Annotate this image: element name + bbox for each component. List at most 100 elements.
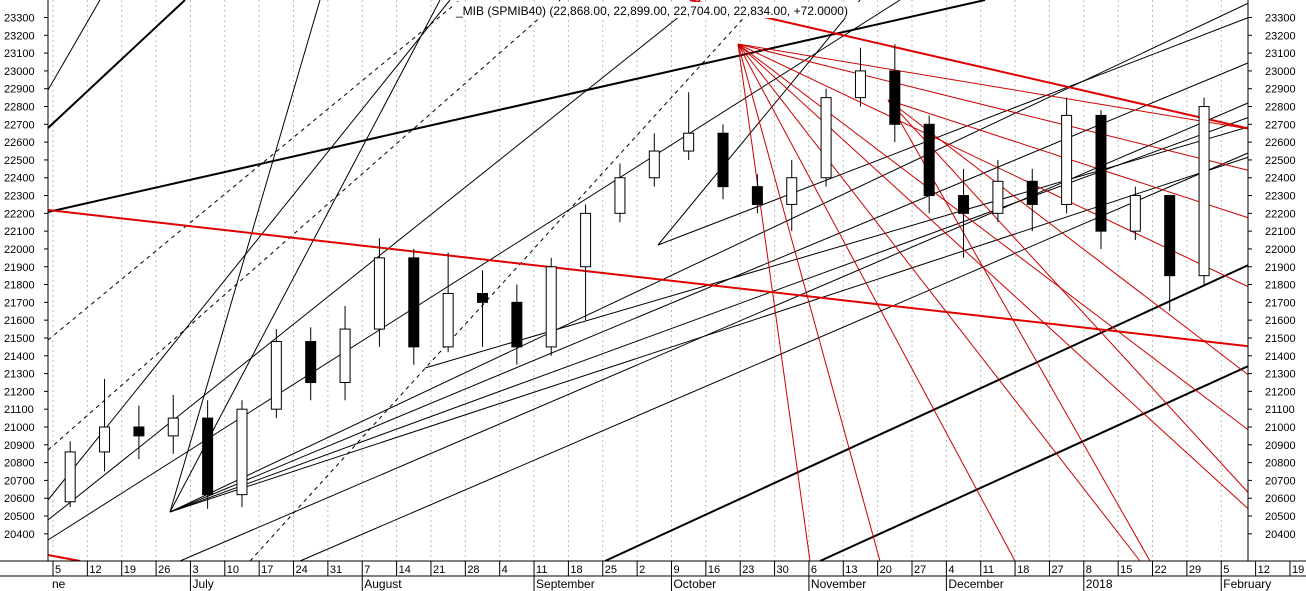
candle-body <box>1164 195 1176 277</box>
y-tick-label-right: 23200 <box>1265 30 1296 42</box>
fan-line <box>737 43 1256 131</box>
red-trend-line <box>47 554 81 562</box>
trend-line <box>47 0 451 501</box>
trend-line <box>169 114 1256 513</box>
trend-line <box>169 0 1256 513</box>
trend-line <box>169 0 441 513</box>
y-tick-label-right: 21500 <box>1265 333 1296 345</box>
x-tick-label: 22 <box>1155 564 1167 576</box>
x-tick-label: 12 <box>89 564 101 576</box>
x-month-label: July <box>192 577 213 591</box>
y-tick-label-right: 20600 <box>1265 493 1296 505</box>
candle-body <box>1129 195 1141 232</box>
y-tick-label-left: 21600 <box>4 315 35 327</box>
fan-line <box>737 43 881 562</box>
x-tick-label: 3 <box>192 564 198 576</box>
y-tick-label-left: 23100 <box>4 48 35 60</box>
candle-body <box>992 180 1004 214</box>
dashed-channel-line <box>47 0 561 451</box>
y-tick-label-right: 21300 <box>1265 369 1296 381</box>
candle-body <box>236 408 248 496</box>
x-tick-label: 20 <box>880 564 892 576</box>
x-tick-label: 4 <box>502 564 508 576</box>
candle-body <box>1061 114 1073 205</box>
x-tick-label: 4 <box>948 564 954 576</box>
x-tick-label: 27 <box>914 564 926 576</box>
y-tick-label-right: 21200 <box>1265 386 1296 398</box>
y-tick-label-right: 21600 <box>1265 315 1296 327</box>
candle-body <box>614 177 626 214</box>
candle-body <box>854 70 866 99</box>
trend-line <box>47 0 901 541</box>
y-tick-label-right: 21900 <box>1265 262 1296 274</box>
fan-line <box>887 99 1256 501</box>
trend-line <box>47 0 101 91</box>
candle-body <box>1095 114 1107 232</box>
fan-line <box>737 43 811 562</box>
y-tick-label-right: 20700 <box>1265 475 1296 487</box>
y-tick-label-left: 21900 <box>4 262 35 274</box>
y-tick-label-left: 20500 <box>4 511 35 523</box>
x-month-label: 2018 <box>1086 577 1113 591</box>
candle-body <box>64 451 76 503</box>
trend-line <box>47 0 986 213</box>
x-tick-label: 23 <box>742 564 754 576</box>
y-tick-label-right: 22700 <box>1265 119 1296 131</box>
fan-line <box>737 43 1016 562</box>
y-tick-label-left: 22800 <box>4 102 35 114</box>
candle-body <box>648 150 660 179</box>
fan-line <box>737 43 1141 562</box>
y-tick-label-left: 22300 <box>4 191 35 203</box>
y-tick-label-left: 20900 <box>4 440 35 452</box>
y-tick-label-right: 22200 <box>1265 208 1296 220</box>
dashed-channel-line <box>47 0 461 341</box>
fan-line <box>737 43 1256 291</box>
y-tick-label-right: 20800 <box>1265 458 1296 470</box>
candle-body <box>99 426 111 453</box>
y-tick-label-left: 23300 <box>4 13 35 25</box>
title-backdrop <box>452 2 862 18</box>
y-tick-label-left: 22600 <box>4 137 35 149</box>
red-trend-line <box>689 0 1256 131</box>
y-tick-label-left: 20700 <box>4 475 35 487</box>
y-tick-label-right: 23000 <box>1265 66 1296 78</box>
trendlines-layer <box>47 0 1256 562</box>
x-month-label: February <box>1223 577 1271 591</box>
x-tick-label: 6 <box>811 564 817 576</box>
trend-line <box>47 0 186 129</box>
x-tick-label: 29 <box>1189 564 1201 576</box>
candle-body <box>477 292 488 303</box>
trend-line <box>299 149 1256 562</box>
x-tick-label: 27 <box>1051 564 1063 576</box>
candle-body <box>202 417 214 496</box>
x-tick-label: 15 <box>1120 564 1132 576</box>
x-tick-label: 30 <box>777 564 789 576</box>
candle-body <box>717 132 729 188</box>
trend-line <box>604 261 1256 562</box>
x-tick-label: 16 <box>708 564 720 576</box>
trend-line <box>169 154 1256 513</box>
y-tick-label-left: 21400 <box>4 351 35 363</box>
dashed-channel-line <box>249 0 761 562</box>
y-tick-label-left: 22700 <box>4 119 35 131</box>
y-tick-label-left: 22400 <box>4 173 35 185</box>
y-tick-label-left: 22500 <box>4 155 35 167</box>
x-tick-label: 19 <box>1292 564 1304 576</box>
candle-body <box>786 177 798 205</box>
x-tick-label: 11 <box>536 564 547 576</box>
y-tick-label-right: 20900 <box>1265 440 1296 452</box>
x-tick-label: 25 <box>605 564 617 576</box>
y-tick-label-right: 21800 <box>1265 280 1296 292</box>
x-tick-label: 17 <box>261 564 273 576</box>
x-month-label: December <box>948 577 1003 591</box>
y-tick-label-right: 22800 <box>1265 102 1296 114</box>
y-tick-label-right: 21700 <box>1265 297 1296 309</box>
x-tick-label: 11 <box>983 564 994 576</box>
y-tick-label-left: 22000 <box>4 244 35 256</box>
y-tick-label-right: 21400 <box>1265 351 1296 363</box>
candles-layer <box>64 44 1210 509</box>
fan-line <box>887 99 1256 381</box>
x-tick-label: 13 <box>845 564 857 576</box>
y-tick-label-right: 21100 <box>1265 404 1295 416</box>
y-tick-label-right: 20400 <box>1265 529 1296 541</box>
